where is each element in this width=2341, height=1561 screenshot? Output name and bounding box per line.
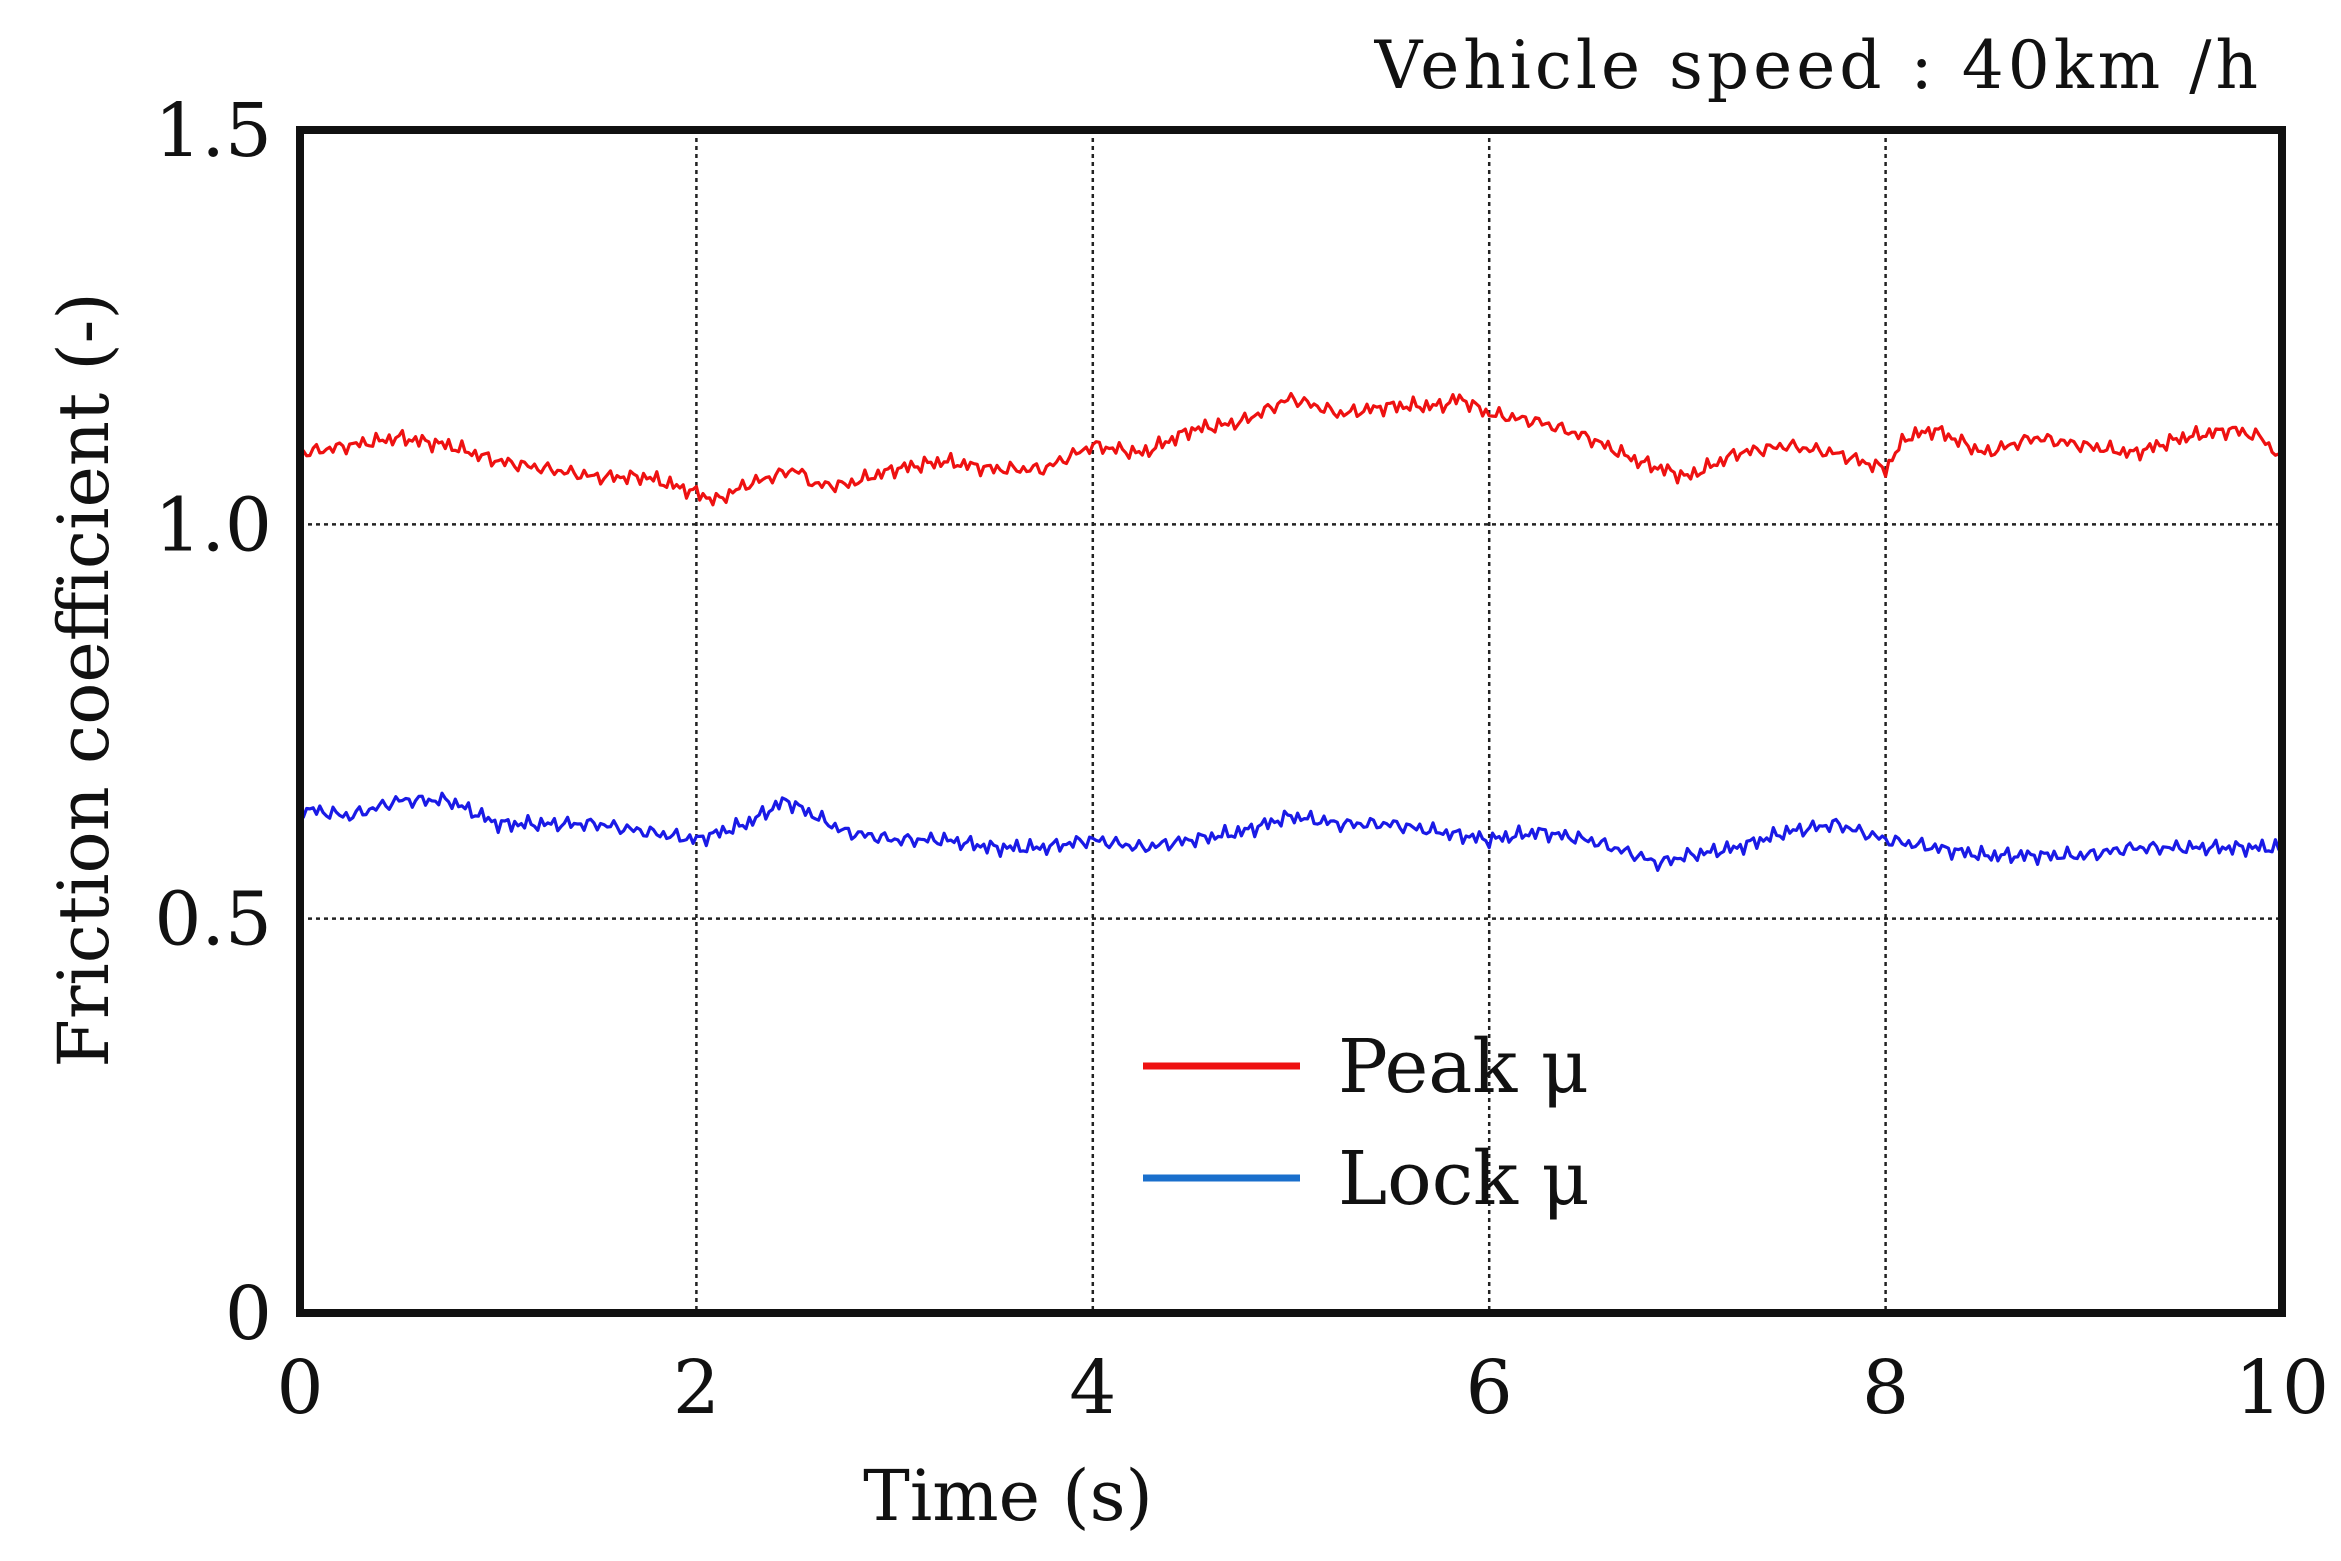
- x-tick-label: 10: [2235, 1345, 2329, 1431]
- grid-layer: [300, 130, 2282, 1313]
- x-tick-label: 6: [1466, 1345, 1513, 1431]
- legend-label-lock: Lock μ: [1338, 1136, 1590, 1222]
- y-tick-label: 1.5: [154, 88, 272, 174]
- x-tick-label: 0: [276, 1345, 323, 1431]
- y-tick-label: 0: [225, 1271, 272, 1357]
- y-axis-title: Friction coefficient (-): [43, 292, 125, 1067]
- series-layer: [298, 392, 2283, 872]
- series-line-0: [299, 392, 2283, 507]
- legend: Peak μ Lock μ: [1143, 1024, 1590, 1222]
- tick-layer: 0 2 4 6 8 10 0 0.5 1.0 1.5: [154, 88, 2329, 1431]
- plot-frame: [296, 126, 2286, 1317]
- legend-label-peak: Peak μ: [1338, 1024, 1589, 1110]
- series-line-1: [298, 791, 2283, 872]
- chart-annotation: Vehicle speed : 40km /h: [1374, 27, 2262, 104]
- y-tick-label: 0.5: [154, 877, 272, 963]
- x-axis-title: Time (s): [863, 1455, 1153, 1537]
- x-tick-label: 4: [1069, 1345, 1116, 1431]
- x-tick-label: 2: [673, 1345, 720, 1431]
- x-tick-label: 8: [1862, 1345, 1909, 1431]
- y-tick-label: 1.0: [154, 482, 272, 568]
